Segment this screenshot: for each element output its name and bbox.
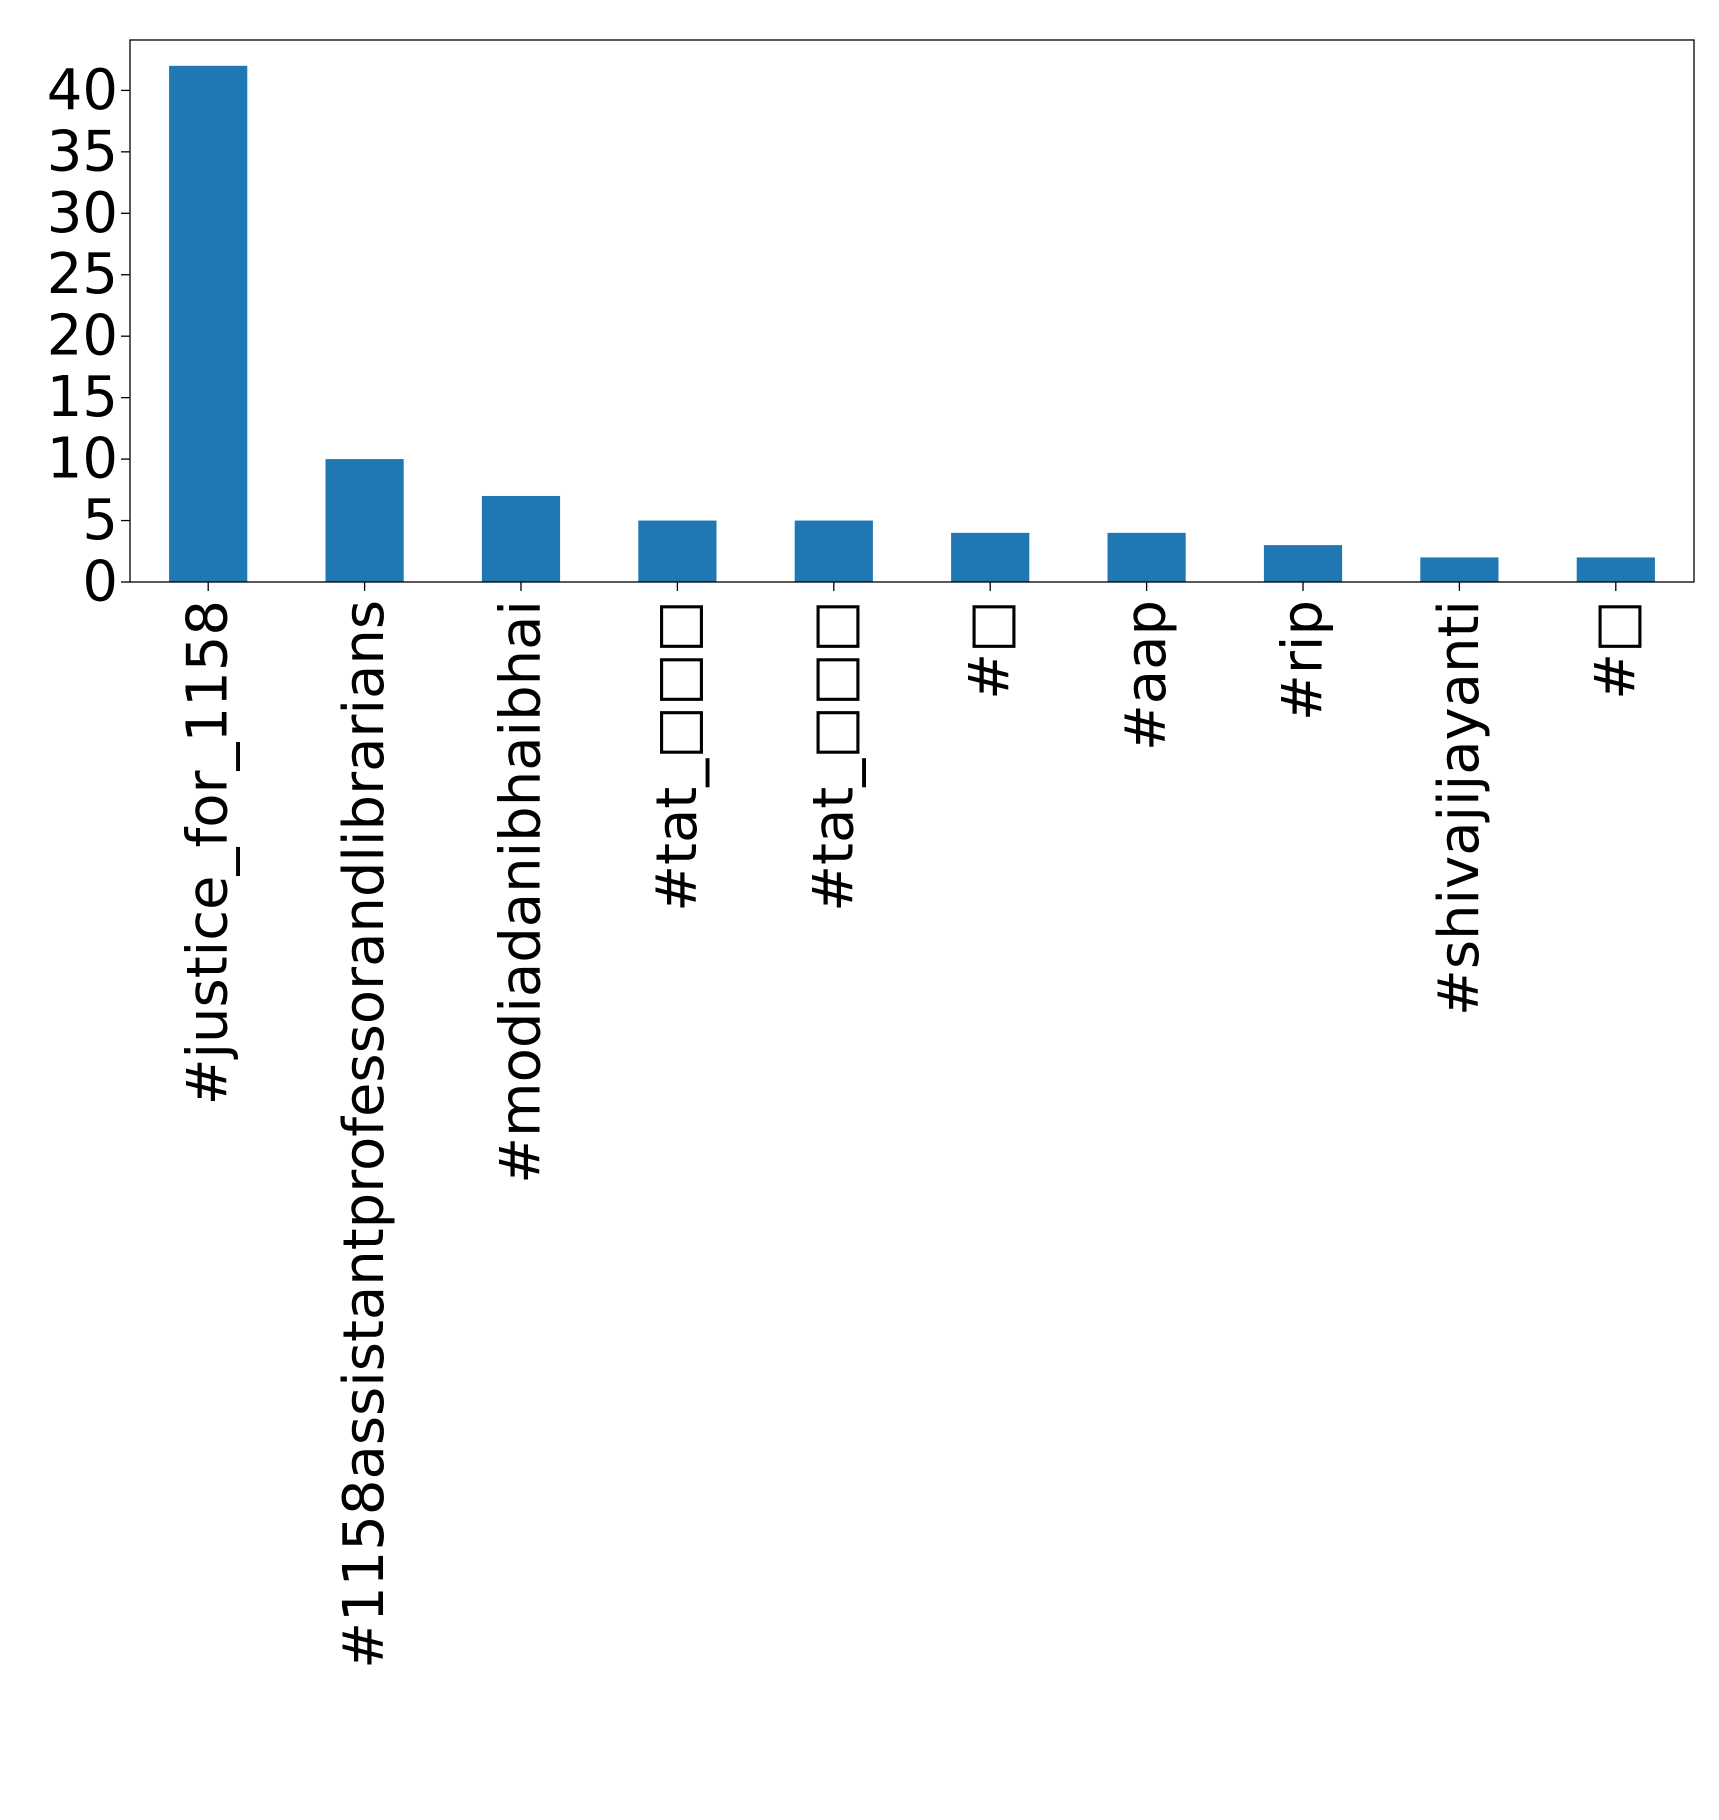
bar bbox=[1576, 557, 1655, 582]
plot-frame bbox=[129, 39, 1695, 583]
bars-group bbox=[169, 65, 1655, 583]
x-tick-label: #tat_□□□ bbox=[645, 600, 710, 912]
y-tick-label: 25 bbox=[47, 242, 118, 307]
x-tick-label: #tat_□□□ bbox=[801, 600, 866, 912]
y-tick-label: 10 bbox=[47, 427, 118, 492]
y-tick-label: 40 bbox=[47, 58, 118, 123]
x-tick-label: #□ bbox=[1583, 600, 1648, 700]
bar bbox=[169, 65, 248, 583]
x-tick-label: #shivajijayanti bbox=[1427, 600, 1492, 1016]
x-tick-label: #modiadanibhaibhai bbox=[489, 600, 554, 1184]
x-tick-label: #aap bbox=[1114, 600, 1179, 751]
bar bbox=[1107, 532, 1186, 582]
bar bbox=[1263, 545, 1343, 582]
x-tick-label: #rip bbox=[1271, 600, 1336, 721]
bar bbox=[1420, 557, 1499, 582]
y-tick-label: 5 bbox=[82, 488, 118, 553]
bar bbox=[951, 532, 1030, 582]
y-tick-label: 35 bbox=[47, 119, 118, 184]
y-tick-label: 15 bbox=[47, 365, 118, 430]
x-tick-label: #justice_for_1158 bbox=[176, 600, 241, 1105]
bar bbox=[325, 459, 404, 582]
x-tick-label: #□ bbox=[958, 600, 1023, 700]
y-tick-label: 0 bbox=[82, 550, 118, 615]
bar bbox=[481, 495, 561, 582]
bar bbox=[794, 520, 873, 582]
y-tick-label: 20 bbox=[47, 304, 118, 369]
x-tick-label: #1158assistantprofessorandlibrarians bbox=[332, 600, 397, 1669]
y-tick-label: 30 bbox=[47, 181, 118, 246]
bar bbox=[638, 520, 717, 582]
x-axis: #justice_for_1158 #1158assistantprofessor… bbox=[176, 582, 1648, 1669]
